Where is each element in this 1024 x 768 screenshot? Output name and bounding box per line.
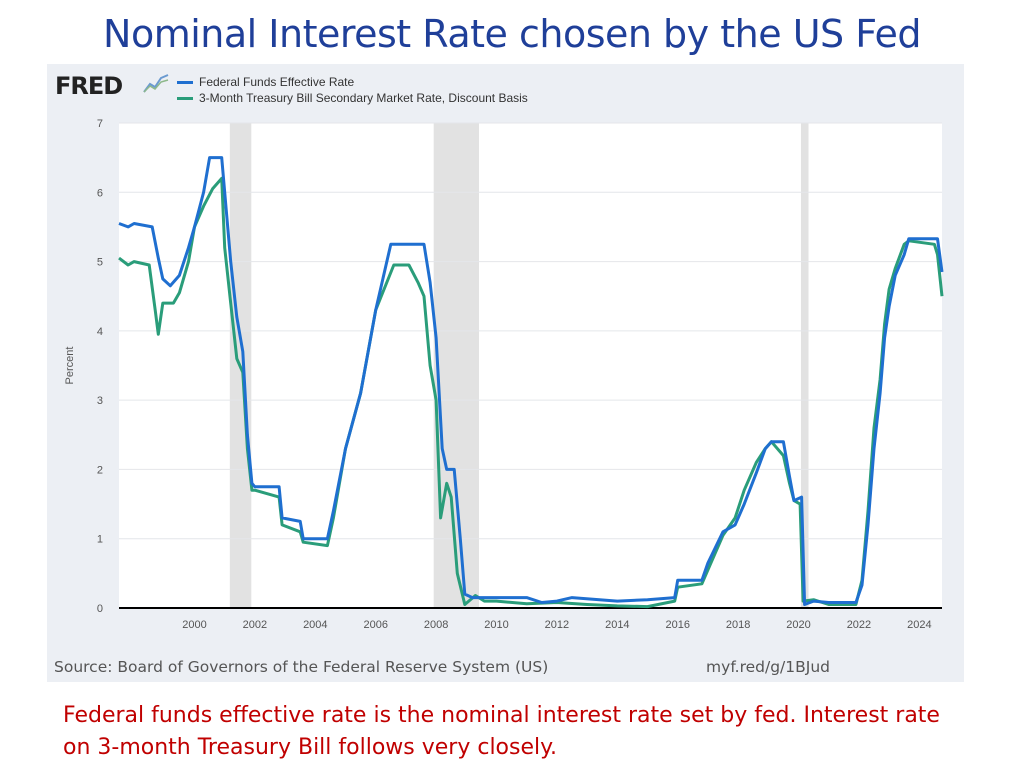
short-url-link[interactable]: myf.red/g/1BJud: [706, 658, 830, 676]
x-tick-label: 2016: [665, 619, 689, 631]
x-tick-label: 2014: [605, 619, 629, 631]
recession-shading: [800, 123, 809, 608]
x-tick-label: 2010: [484, 619, 508, 631]
y-tick-label: 5: [97, 257, 103, 269]
slide-caption: Federal funds effective rate is the nomi…: [63, 703, 940, 760]
line-chart: 0 1 2 3 4 5 6 7 2000 2002 2004 2006 2008 2010 2012 2014…: [64, 118, 944, 631]
y-tick-label: 1: [97, 534, 103, 546]
y-tick-label: 6: [97, 187, 103, 199]
y-tick-label: 3: [97, 395, 103, 407]
fred-logo-chart-icon: [143, 74, 169, 93]
x-tick-label: 2018: [726, 619, 750, 631]
x-tick-label: 2008: [424, 619, 448, 631]
y-tick-label: 0: [97, 603, 103, 615]
legend-item: Federal Funds Effective Rate: [177, 74, 528, 90]
legend-item: 3-Month Treasury Bill Secondary Market R…: [177, 90, 528, 106]
recession-shading: [433, 123, 480, 608]
x-tick-label: 2002: [243, 619, 267, 631]
y-axis-label: Percent: [64, 347, 76, 385]
y-tick-label: 4: [97, 326, 103, 338]
x-tick-label: 2006: [363, 619, 387, 631]
x-tick-label: 2004: [303, 619, 327, 631]
y-tick-label: 2: [97, 464, 103, 476]
chart-legend: Federal Funds Effective Rate 3-Month Tre…: [177, 74, 528, 106]
legend-label: 3-Month Treasury Bill Secondary Market R…: [199, 91, 528, 105]
series-line: [118, 176, 944, 609]
x-tick-label: 2024: [907, 619, 931, 631]
slide-title: Nominal Interest Rate chosen by the US F…: [103, 12, 921, 56]
x-tick-label: 2020: [786, 619, 810, 631]
series-line: [118, 156, 944, 606]
y-tick-label: 7: [97, 118, 103, 130]
legend-swatch: [177, 80, 193, 84]
x-tick-label: 2000: [182, 619, 206, 631]
fred-graph-panel: FRED Federal Funds Effective Rate 3-Mont…: [47, 64, 964, 682]
legend-swatch: [177, 96, 193, 100]
fred-logo: FRED: [55, 72, 123, 100]
source-note: Source: Board of Governors of the Federa…: [54, 658, 549, 676]
x-tick-label: 2012: [545, 619, 569, 631]
legend-label: Federal Funds Effective Rate: [199, 75, 355, 89]
x-tick-label: 2022: [847, 619, 871, 631]
